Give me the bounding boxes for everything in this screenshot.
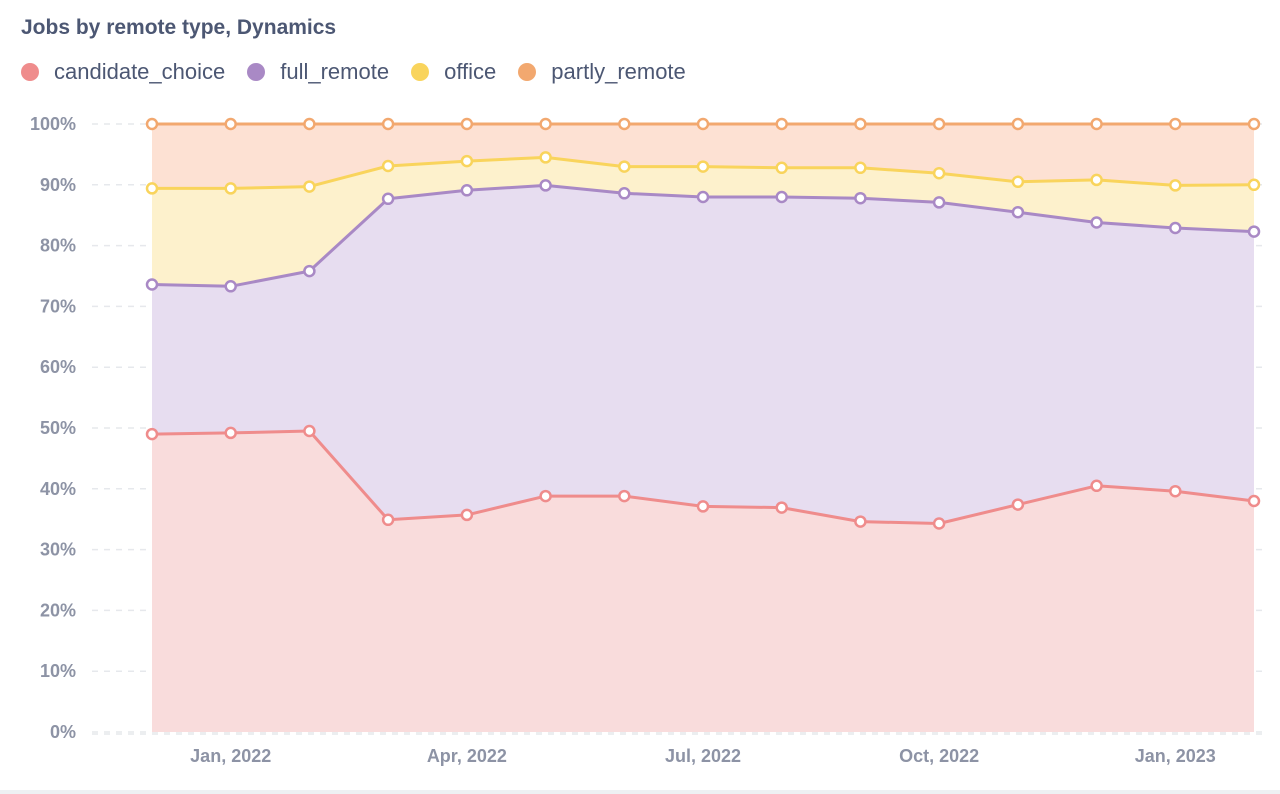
point-partly-remote <box>696 117 710 131</box>
point-office <box>854 161 867 175</box>
point-office <box>539 151 552 164</box>
point-partly-remote <box>303 117 316 131</box>
point-full-remote <box>381 192 395 206</box>
point-candidate-choice <box>932 517 946 530</box>
point-office <box>460 154 474 168</box>
chart-title: Jobs by remote type, Dynamics <box>21 16 337 39</box>
point-partly-remote <box>224 117 237 131</box>
point-office <box>224 182 237 195</box>
point-partly-remote <box>1090 117 1103 131</box>
point-candidate-choice <box>145 427 159 441</box>
y-tick-label: 90% <box>40 175 76 195</box>
x-tick-label: Jul, 2022 <box>665 746 741 766</box>
legend-label: full_remote <box>280 59 390 84</box>
point-office <box>145 182 159 195</box>
legend-swatch <box>247 63 266 81</box>
point-partly-remote <box>854 117 867 131</box>
point-full-remote <box>932 196 946 209</box>
point-office <box>1169 179 1182 192</box>
point-partly-remote <box>1169 117 1182 131</box>
y-tick-label: 40% <box>40 479 76 499</box>
point-office <box>932 166 946 180</box>
point-full-remote <box>145 278 159 291</box>
y-tick-label: 50% <box>40 418 76 438</box>
point-partly-remote <box>1247 117 1261 131</box>
point-candidate-choice <box>775 501 788 514</box>
y-tick-label: 10% <box>40 661 76 681</box>
y-tick-label: 60% <box>40 357 76 377</box>
x-tick-label: Jan, 2022 <box>190 746 271 766</box>
point-full-remote <box>1247 225 1261 238</box>
point-candidate-choice <box>618 489 631 503</box>
area-partly-remote <box>152 124 1254 189</box>
legend-item-full-remote[interactable]: full_remote <box>247 59 389 85</box>
point-office <box>381 159 395 173</box>
point-full-remote <box>618 187 631 200</box>
point-candidate-choice <box>1169 484 1182 498</box>
point-office <box>303 180 316 193</box>
y-tick-label: 0% <box>50 722 76 742</box>
area-candidate-choice <box>152 431 1254 732</box>
legend-label: partly_remote <box>551 59 686 84</box>
point-full-remote <box>1090 216 1103 229</box>
area-full-remote <box>152 185 1254 524</box>
point-full-remote <box>1169 221 1182 235</box>
point-full-remote <box>1011 205 1025 219</box>
point-office <box>696 160 710 173</box>
point-office <box>618 160 631 173</box>
legend-label: office <box>444 59 497 84</box>
point-candidate-choice <box>460 508 474 522</box>
point-candidate-choice <box>539 489 552 503</box>
legend-item-candidate-choice[interactable]: candidate_choice <box>21 59 225 85</box>
point-partly-remote <box>539 117 552 131</box>
point-office <box>775 161 788 175</box>
point-candidate-choice <box>854 515 867 528</box>
point-candidate-choice <box>696 500 710 513</box>
point-partly-remote <box>460 117 474 131</box>
legend-item-office[interactable]: office <box>411 59 496 85</box>
x-tick-label: Jan, 2023 <box>1135 746 1216 766</box>
y-tick-label: 100% <box>30 114 76 134</box>
legend-label: candidate_choice <box>54 59 226 84</box>
legend-item-partly-remote[interactable]: partly_remote <box>518 59 686 85</box>
legend-swatch <box>411 63 430 81</box>
point-office <box>1247 178 1261 192</box>
y-tick-label: 30% <box>40 540 76 560</box>
point-partly-remote <box>1011 117 1025 131</box>
point-partly-remote <box>932 117 946 131</box>
point-full-remote <box>854 191 867 205</box>
point-full-remote <box>775 190 788 204</box>
point-candidate-choice <box>381 513 395 527</box>
point-office <box>1011 175 1025 189</box>
point-full-remote <box>539 179 552 192</box>
x-tick-label: Apr, 2022 <box>427 746 507 766</box>
y-tick-label: 70% <box>40 296 76 316</box>
point-full-remote <box>696 190 710 204</box>
point-candidate-choice <box>1247 494 1261 508</box>
point-candidate-choice <box>303 424 316 438</box>
point-office <box>1090 173 1103 187</box>
point-partly-remote <box>381 117 395 131</box>
legend-swatch <box>518 63 537 81</box>
chart-legend: candidate_choice full_remote office partly_… <box>21 58 708 86</box>
y-tick-label: 20% <box>40 600 76 620</box>
point-full-remote <box>460 184 474 197</box>
area-office <box>152 157 1254 287</box>
point-full-remote <box>224 280 237 293</box>
point-candidate-choice <box>1011 498 1025 511</box>
legend-swatch <box>21 63 39 81</box>
x-tick-label: Oct, 2022 <box>899 746 979 766</box>
point-candidate-choice <box>224 426 237 440</box>
point-full-remote <box>303 264 316 278</box>
point-candidate-choice <box>1090 479 1103 493</box>
point-partly-remote <box>618 117 631 131</box>
point-partly-remote <box>145 117 159 131</box>
point-partly-remote <box>775 117 788 131</box>
y-tick-label: 80% <box>40 236 76 256</box>
